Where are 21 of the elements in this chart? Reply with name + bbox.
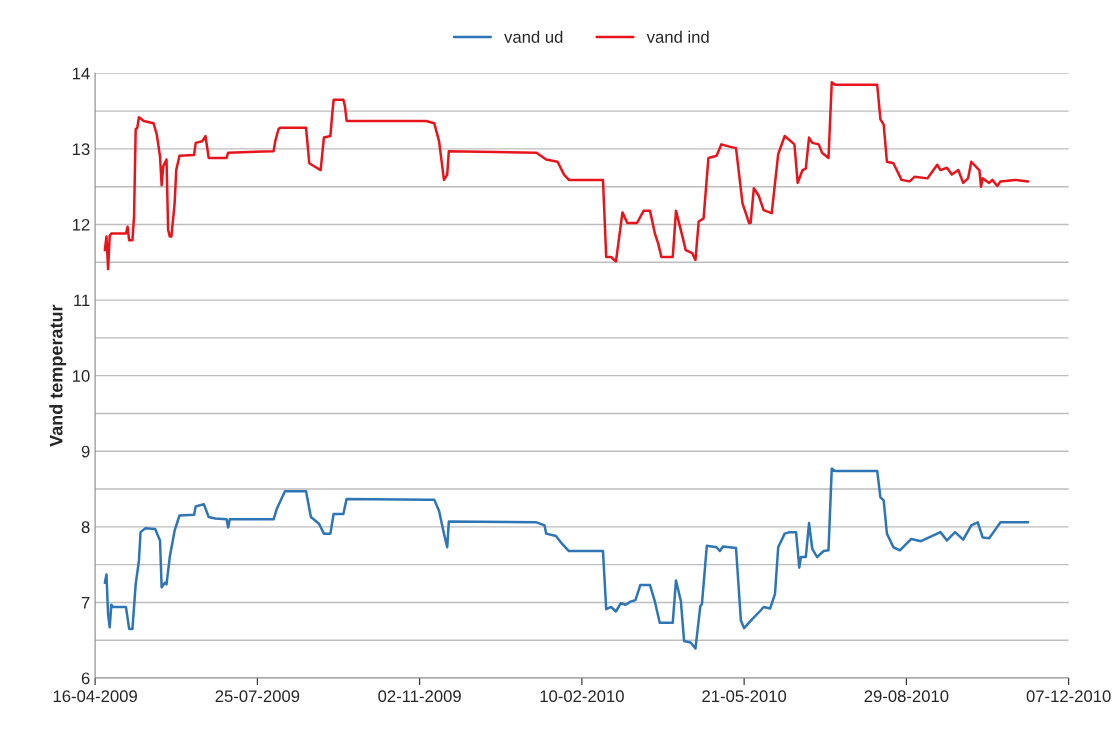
y-tick-label: 14 — [72, 67, 90, 80]
legend-label: vand ud — [504, 30, 563, 43]
line-series — [103, 81, 1030, 271]
x-tick-label: 16-04-2009 — [53, 690, 137, 703]
y-tick-label: 12 — [72, 218, 90, 231]
line-series — [103, 467, 1030, 650]
y-tick-label: 7 — [81, 597, 90, 609]
y-tick-label: 9 — [81, 445, 90, 458]
y-tick-label: 10 — [72, 370, 90, 382]
y-tick-label: 6 — [81, 672, 90, 685]
x-tick-label: 25-07-2009 — [215, 690, 300, 703]
x-tick-label: 21-05-2010 — [702, 690, 787, 703]
x-tick-label: 02-11-2009 — [378, 690, 461, 703]
x-tick-label: 10-02-2010 — [540, 690, 624, 703]
x-tick-label: 29-08-2010 — [864, 690, 949, 703]
x-tick-label: 07-12-2010 — [1026, 690, 1111, 703]
y-tick-label: 13 — [72, 143, 90, 156]
y-tick-label: 11 — [74, 294, 90, 307]
y-tick-label: 8 — [81, 521, 90, 534]
y-axis-title: Vand temperatur — [49, 304, 67, 447]
legend-label: vand ind — [646, 30, 709, 43]
